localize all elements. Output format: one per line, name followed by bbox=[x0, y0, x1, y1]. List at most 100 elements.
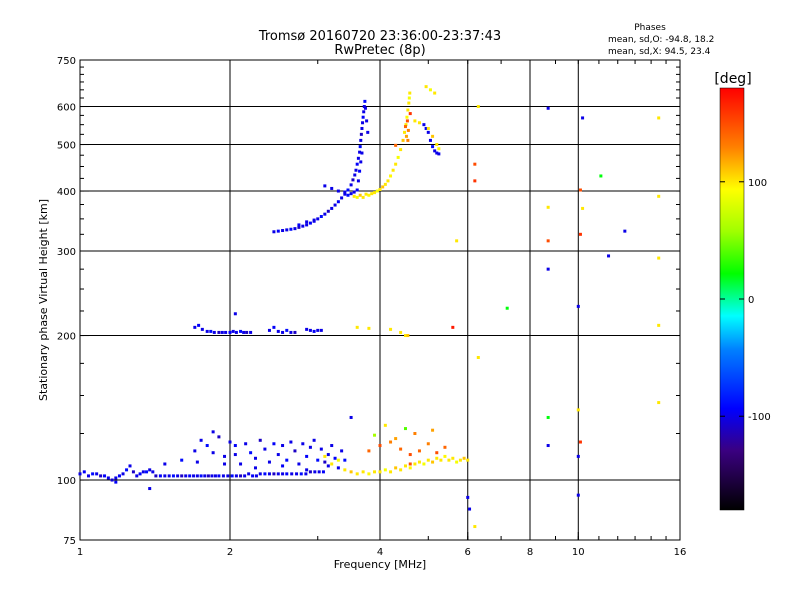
data-point-o bbox=[312, 438, 316, 442]
data-point-x bbox=[358, 193, 362, 197]
data-point-o bbox=[239, 462, 243, 466]
data-point-x bbox=[396, 155, 400, 159]
data-point-o bbox=[239, 329, 243, 333]
data-point-x bbox=[383, 182, 387, 186]
data-point-o bbox=[206, 474, 210, 478]
data-point-o bbox=[220, 330, 224, 334]
data-point-o bbox=[546, 106, 550, 110]
data-point-x bbox=[657, 323, 661, 327]
data-point-x bbox=[406, 108, 410, 112]
data-point-o bbox=[272, 442, 276, 446]
data-point-o bbox=[197, 323, 201, 327]
data-point-x bbox=[505, 306, 509, 310]
data-point-x bbox=[657, 194, 661, 198]
data-point-o bbox=[424, 126, 428, 130]
data-point-o bbox=[281, 444, 285, 448]
data-point-o bbox=[211, 451, 215, 455]
data-point-o bbox=[243, 474, 247, 478]
data-point-x bbox=[657, 256, 661, 260]
data-point-o bbox=[95, 472, 99, 476]
data-point-o bbox=[366, 130, 370, 134]
data-point-o bbox=[171, 474, 175, 478]
data-point-o bbox=[135, 474, 139, 478]
data-point-o bbox=[188, 474, 192, 478]
data-point-o bbox=[233, 312, 237, 316]
data-point-o bbox=[244, 442, 248, 446]
data-point-o bbox=[285, 458, 289, 462]
data-point-o bbox=[131, 470, 135, 474]
data-point-o bbox=[299, 472, 303, 476]
data-point-o bbox=[326, 453, 330, 457]
chart-subtitle: RwPretec (8p) bbox=[334, 43, 425, 58]
data-point-x bbox=[403, 125, 407, 129]
data-point-o bbox=[293, 227, 297, 231]
data-point-o bbox=[203, 474, 207, 478]
data-point-o bbox=[226, 474, 230, 478]
data-point-o bbox=[352, 190, 356, 194]
data-point-x bbox=[426, 442, 430, 446]
data-point-o bbox=[346, 188, 350, 192]
data-point-x bbox=[394, 437, 398, 441]
data-point-o bbox=[326, 464, 330, 468]
data-point-o bbox=[138, 472, 142, 476]
data-point-o bbox=[316, 458, 320, 462]
data-point-x bbox=[657, 116, 661, 120]
data-point-x bbox=[433, 91, 437, 95]
data-point-o bbox=[272, 230, 276, 234]
data-point-o bbox=[276, 229, 280, 233]
data-point-o bbox=[233, 444, 237, 448]
data-point-x bbox=[473, 179, 477, 183]
data-point-o bbox=[239, 474, 243, 478]
data-points bbox=[78, 85, 661, 529]
data-point-x bbox=[476, 355, 480, 359]
data-point-o bbox=[217, 330, 221, 334]
data-point-o bbox=[163, 474, 167, 478]
data-point-o bbox=[217, 435, 221, 439]
data-point-o bbox=[623, 229, 627, 233]
data-point-o bbox=[110, 478, 114, 482]
data-point-o bbox=[435, 151, 439, 155]
data-point-o bbox=[308, 328, 312, 332]
data-point-x bbox=[355, 195, 359, 199]
data-point-o bbox=[103, 474, 107, 478]
data-point-o bbox=[355, 188, 359, 192]
data-point-x bbox=[378, 444, 382, 448]
data-point-o bbox=[213, 474, 217, 478]
data-point-o bbox=[258, 472, 262, 476]
data-point-o bbox=[128, 464, 132, 468]
data-point-x bbox=[435, 456, 439, 460]
data-point-o bbox=[305, 327, 309, 331]
data-point-o bbox=[359, 160, 363, 164]
data-point-o bbox=[356, 156, 360, 160]
data-point-o bbox=[301, 224, 305, 228]
data-point-o bbox=[176, 474, 180, 478]
data-point-o bbox=[230, 474, 234, 478]
data-point-x bbox=[403, 464, 407, 468]
data-point-o bbox=[295, 472, 299, 476]
data-point-o bbox=[422, 123, 426, 127]
x-tick-label: 4 bbox=[377, 547, 383, 558]
data-point-o bbox=[576, 304, 580, 308]
data-point-o bbox=[276, 453, 280, 457]
data-point-o bbox=[221, 474, 225, 478]
data-point-x bbox=[323, 454, 327, 458]
data-point-x bbox=[367, 472, 371, 476]
colorbar-tick-label: 100 bbox=[748, 178, 767, 189]
data-point-o bbox=[428, 138, 432, 142]
data-point-o bbox=[323, 460, 327, 464]
data-point-x bbox=[370, 192, 374, 196]
data-point-o bbox=[358, 145, 362, 149]
data-point-x bbox=[408, 112, 412, 116]
data-point-x bbox=[373, 470, 377, 474]
data-point-o bbox=[576, 493, 580, 497]
data-point-o bbox=[205, 444, 209, 448]
data-point-o bbox=[281, 229, 285, 233]
data-point-o bbox=[323, 212, 327, 216]
data-point-o bbox=[361, 121, 365, 125]
data-point-o bbox=[297, 462, 301, 466]
data-point-x bbox=[435, 143, 439, 147]
data-point-o bbox=[247, 472, 251, 476]
data-point-x bbox=[439, 458, 443, 462]
data-point-o bbox=[217, 474, 221, 478]
x-axis-label: Frequency [MHz] bbox=[334, 558, 426, 571]
